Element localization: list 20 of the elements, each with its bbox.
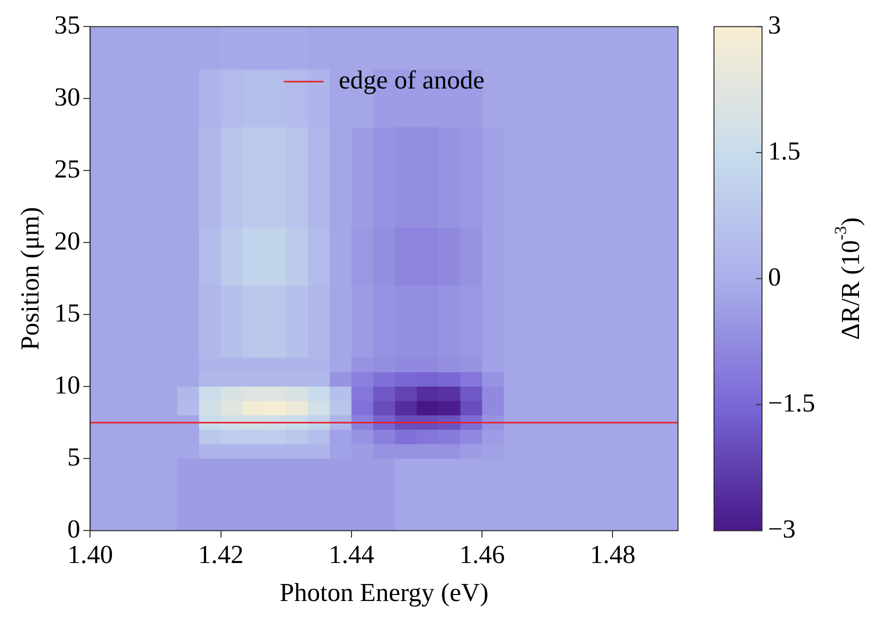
- y-tick-label: 10: [54, 370, 80, 400]
- color-bar-label: 3: [768, 10, 781, 40]
- x-tick-label: 1.46: [459, 540, 505, 570]
- x-tick-label: 1.44: [328, 540, 374, 570]
- color-bar-label: 0: [768, 262, 781, 292]
- y-tick-label: 25: [54, 154, 80, 184]
- x-tick-label: 1.48: [590, 540, 636, 570]
- x-axis-title: Photon Energy (eV): [280, 578, 489, 608]
- y-tick-label: 5: [67, 442, 80, 472]
- y-tick-label: 20: [54, 226, 80, 256]
- color-bar-title: ΔR/R (10-3): [831, 217, 865, 340]
- x-tick-label: 1.42: [198, 540, 244, 570]
- color-bar-label: −1.5: [768, 388, 816, 418]
- legend-label: edge of anode: [338, 65, 485, 94]
- y-tick-label: 15: [54, 298, 80, 328]
- color-bar-label: −3: [768, 514, 796, 544]
- color-bar-label: 1.5: [768, 136, 800, 166]
- y-tick-label: 30: [54, 82, 80, 112]
- y-axis-title: Position (μm): [15, 206, 44, 350]
- y-tick-label: 35: [54, 10, 80, 40]
